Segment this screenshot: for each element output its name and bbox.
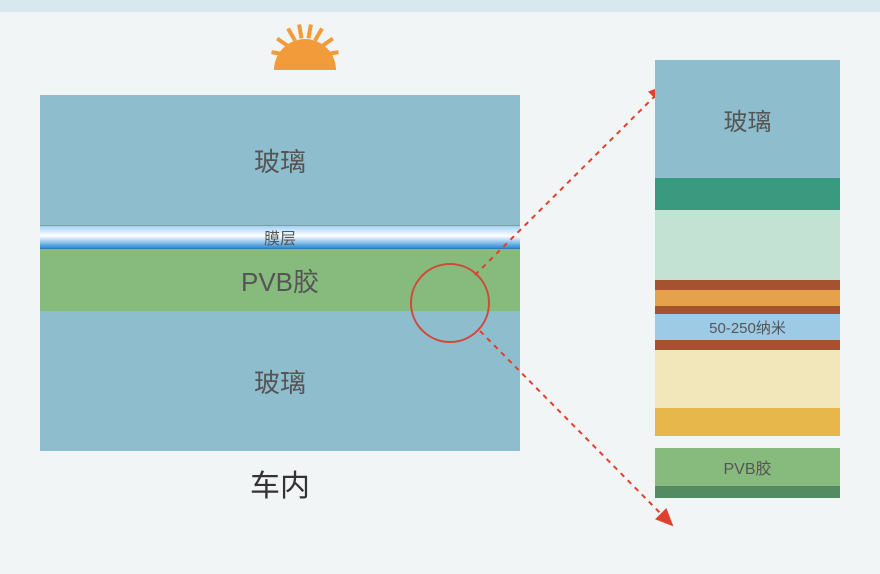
- detail-layer-11: PVB胶: [655, 448, 840, 486]
- header-strip: [0, 0, 880, 12]
- layer-top-glass-label: 玻璃: [254, 142, 306, 179]
- detail-layer-10: [655, 436, 840, 448]
- detail-layer-7: [655, 340, 840, 350]
- detail-layer-label-11: PVB胶: [723, 455, 771, 479]
- caption-interior: 车内: [40, 461, 520, 505]
- zoom-circle: [410, 263, 490, 343]
- detail-layer-1: [655, 178, 840, 210]
- detail-layer-label-0: 玻璃: [724, 102, 772, 137]
- detail-layer-12: [655, 486, 840, 498]
- sun-icon: [250, 20, 360, 70]
- detail-layer-label-6: 50-250纳米: [709, 317, 786, 338]
- detail-layer-2: [655, 210, 840, 280]
- detail-layer-8: [655, 350, 840, 408]
- layer-film: 膜层: [40, 225, 520, 249]
- detail-layer-3: [655, 280, 840, 290]
- detail-layer-4: [655, 290, 840, 306]
- detail-cross-section: 玻璃 50-250纳米 PVB胶: [655, 60, 840, 498]
- diagram: 玻璃 膜层 PVB胶 玻璃 车内 玻璃 50-250纳米 PVB胶: [30, 20, 850, 554]
- detail-layer-9: [655, 408, 840, 436]
- detail-layer-5: [655, 306, 840, 314]
- detail-layer-0: 玻璃: [655, 60, 840, 178]
- layer-bottom-glass-label: 玻璃: [254, 363, 306, 400]
- layer-film-label: 膜层: [264, 225, 296, 249]
- layer-pvb-label: PVB胶: [241, 262, 319, 299]
- layer-top-glass: 玻璃: [40, 95, 520, 225]
- detail-layer-6: 50-250纳米: [655, 314, 840, 340]
